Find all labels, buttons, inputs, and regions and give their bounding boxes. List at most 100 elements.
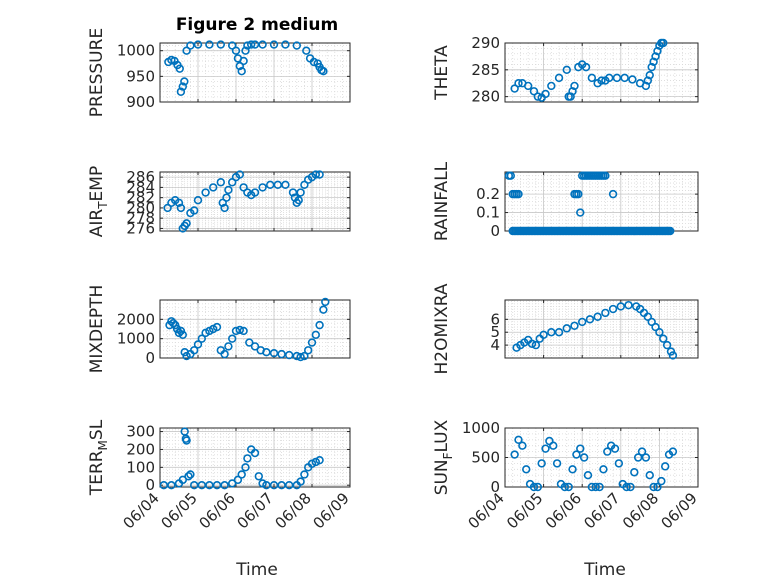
data-point xyxy=(228,479,237,488)
x-tick-label: 06/09 xyxy=(310,489,353,532)
data-point xyxy=(608,304,618,314)
data-point xyxy=(531,340,541,350)
y-tick-label: 280 xyxy=(471,88,500,106)
data-point xyxy=(547,81,556,91)
data-point xyxy=(176,87,186,96)
x-tick-label: 06/05 xyxy=(503,489,546,532)
data-point xyxy=(660,462,670,471)
y-tick-label: 278 xyxy=(126,209,155,227)
data-point xyxy=(186,41,195,50)
data-point xyxy=(570,321,579,330)
data-point xyxy=(527,339,537,349)
y-tick-label: 0 xyxy=(490,478,500,496)
data-point xyxy=(269,481,279,490)
data-point xyxy=(277,481,286,490)
y-tick-label: 1000 xyxy=(117,330,155,348)
x-tick-label: 06/06 xyxy=(542,489,585,532)
data-point xyxy=(273,180,282,190)
data-point xyxy=(243,454,252,463)
x-label-left: Time xyxy=(235,560,278,580)
y-axis-label: PRESSURE xyxy=(87,28,107,117)
data-point xyxy=(529,482,539,492)
data-point xyxy=(622,482,631,492)
data-point xyxy=(243,41,252,50)
data-point xyxy=(186,470,195,479)
data-point xyxy=(216,40,226,49)
data-point xyxy=(247,40,256,49)
data-series xyxy=(510,38,668,102)
y-tick-label: 1000 xyxy=(117,42,155,60)
data-point xyxy=(281,40,290,49)
y-tick-label: 100 xyxy=(126,458,155,476)
data-point xyxy=(577,317,587,327)
data-point xyxy=(176,203,186,213)
data-point xyxy=(231,46,241,55)
y-tick-label: 276 xyxy=(126,219,155,237)
data-point xyxy=(269,40,279,49)
data-point xyxy=(649,57,658,66)
data-point xyxy=(220,481,229,490)
data-point xyxy=(614,459,624,468)
data-point xyxy=(184,472,193,481)
data-point xyxy=(539,330,548,339)
data-point xyxy=(560,482,570,492)
data-point xyxy=(258,40,267,49)
data-point xyxy=(537,459,546,468)
data-point xyxy=(315,455,324,465)
data-point xyxy=(220,349,229,359)
data-point xyxy=(552,459,562,468)
axes-box xyxy=(159,299,351,359)
data-point xyxy=(319,305,328,314)
data-point xyxy=(288,188,298,197)
data-point xyxy=(668,351,678,360)
data-point xyxy=(541,444,550,453)
y-tick-label: 0 xyxy=(145,476,155,494)
data-point xyxy=(628,75,637,84)
data-point xyxy=(175,64,184,73)
x-tick-label: 06/07 xyxy=(580,489,623,532)
minor-grid xyxy=(159,43,351,103)
data-point xyxy=(603,447,612,456)
data-point xyxy=(239,326,248,336)
data-point xyxy=(649,482,658,492)
y-tick-label: 200 xyxy=(126,440,155,458)
y-tick-label: 0.1 xyxy=(476,204,500,222)
data-point xyxy=(250,40,260,49)
data-point xyxy=(653,46,662,56)
axes-box xyxy=(504,42,699,103)
x-tick-label: 06/04 xyxy=(465,489,508,532)
y-tick-label: 500 xyxy=(471,449,500,467)
data-point xyxy=(262,481,271,490)
data-point xyxy=(612,73,622,83)
data-point xyxy=(241,463,250,472)
y-axis-label: SUNFLUX xyxy=(432,419,455,495)
data-point xyxy=(626,482,635,492)
data-point xyxy=(522,465,531,474)
data-point xyxy=(220,203,229,213)
y-tick-label: 286 xyxy=(126,168,155,186)
data-point xyxy=(514,435,523,444)
data-point xyxy=(591,482,600,492)
data-series xyxy=(164,40,328,96)
data-point xyxy=(630,468,639,477)
data-point xyxy=(201,188,210,197)
data-point xyxy=(657,476,666,486)
y-tick-label: 0 xyxy=(145,349,155,367)
subplot-theta: 280 285 290 THETA xyxy=(432,34,699,106)
data-point xyxy=(579,453,589,462)
data-point xyxy=(193,196,203,205)
data-point xyxy=(597,76,606,85)
data-point xyxy=(659,334,668,343)
data-point xyxy=(599,465,608,474)
x-tick-label: 06/05 xyxy=(158,489,201,532)
data-point xyxy=(300,470,309,479)
data-point xyxy=(645,471,654,480)
data-series xyxy=(165,297,330,362)
data-point xyxy=(616,302,625,311)
data-point xyxy=(514,189,523,199)
data-point xyxy=(564,482,573,492)
x-tick-label: 06/07 xyxy=(234,489,277,532)
minor-grid xyxy=(159,172,351,232)
data-point xyxy=(547,328,556,337)
